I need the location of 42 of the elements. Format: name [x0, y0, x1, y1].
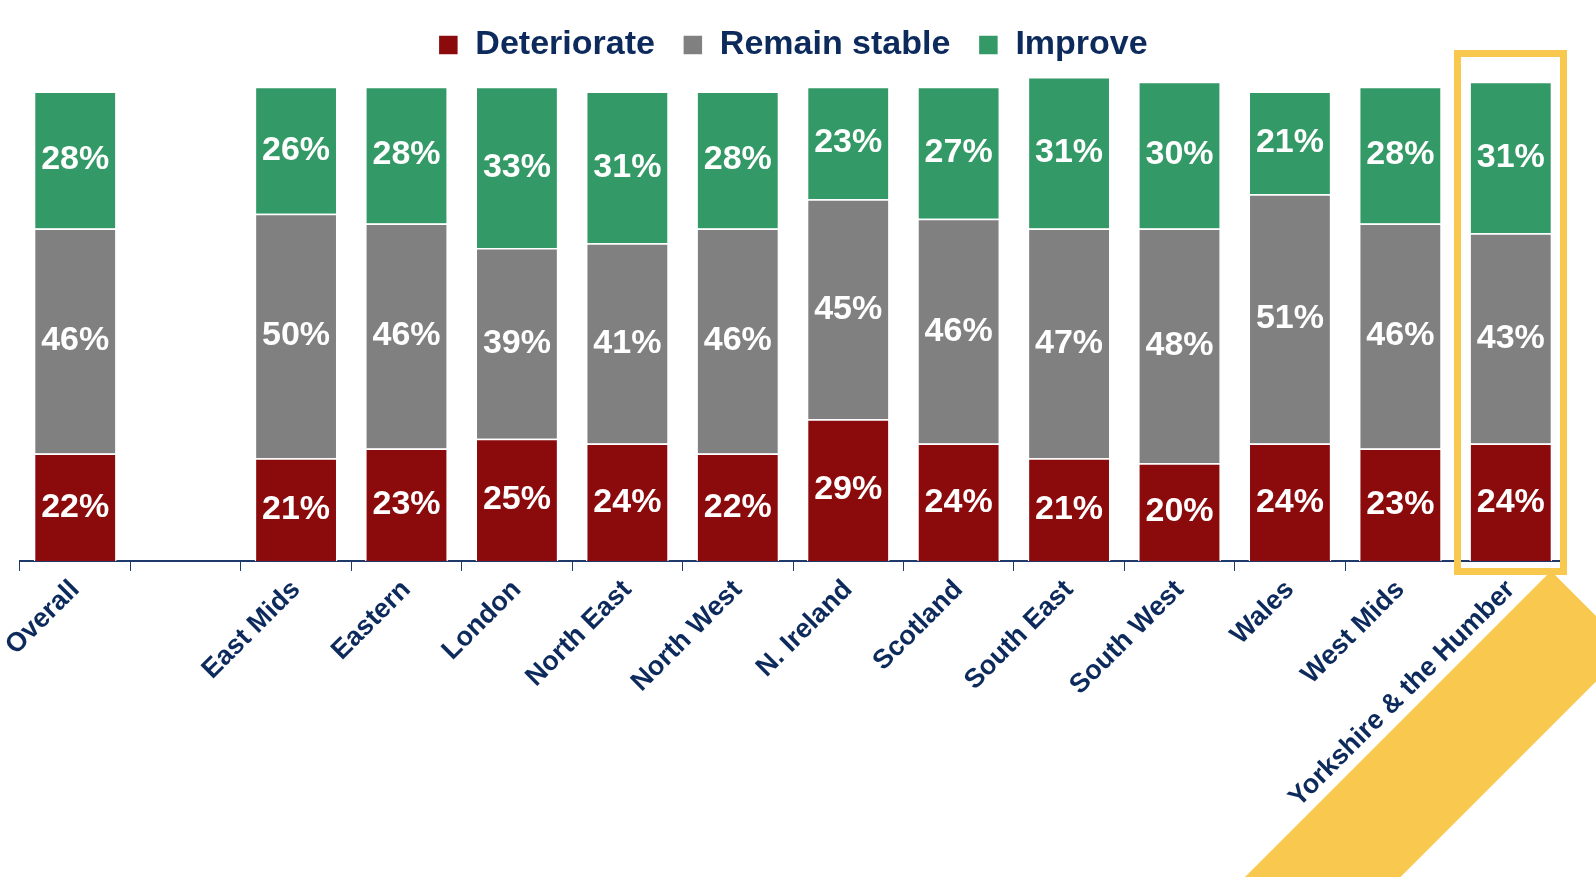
data-label: 24% — [1255, 480, 1324, 519]
data-label: 21% — [262, 487, 331, 526]
data-label: 31% — [593, 145, 662, 184]
data-label: 33% — [482, 145, 551, 184]
data-label: 28% — [41, 138, 110, 177]
data-label: 23% — [1366, 483, 1435, 522]
data-label: 28% — [703, 138, 772, 177]
data-label: 27% — [924, 131, 993, 170]
data-label: 46% — [924, 309, 993, 348]
data-label: 31% — [1476, 135, 1545, 174]
data-label: 23% — [814, 121, 883, 160]
data-label: 43% — [1476, 316, 1545, 355]
data-label: 51% — [1255, 297, 1324, 336]
data-label: 46% — [372, 314, 441, 353]
data-label: 46% — [1366, 314, 1435, 353]
data-label: 26% — [262, 128, 331, 167]
data-label: 45% — [814, 287, 883, 326]
data-label: 50% — [262, 314, 331, 353]
data-label: 24% — [593, 480, 662, 519]
data-label: 48% — [1145, 324, 1214, 363]
data-label: 23% — [372, 483, 441, 522]
data-label: 30% — [1145, 133, 1214, 172]
legend-label: Remain stable — [719, 23, 951, 62]
data-label: 47% — [1035, 321, 1104, 360]
data-label: 24% — [1476, 480, 1545, 519]
data-label: 39% — [482, 321, 551, 360]
data-label: 31% — [1035, 131, 1104, 170]
data-label: 29% — [814, 468, 883, 507]
data-label: 25% — [482, 478, 551, 517]
data-label: 28% — [1366, 133, 1435, 172]
data-label: 28% — [372, 133, 441, 172]
data-label: 46% — [41, 319, 110, 358]
data-label: 22% — [703, 485, 772, 524]
data-label: 41% — [593, 321, 662, 360]
data-label: 24% — [924, 480, 993, 519]
data-label: 21% — [1255, 121, 1324, 160]
legend-label: Improve — [1015, 23, 1148, 62]
data-label: 21% — [1035, 487, 1104, 526]
legend-label: Deteriorate — [475, 23, 655, 62]
data-label: 22% — [41, 485, 110, 524]
data-label: 20% — [1145, 490, 1214, 529]
data-label: 46% — [703, 319, 772, 358]
